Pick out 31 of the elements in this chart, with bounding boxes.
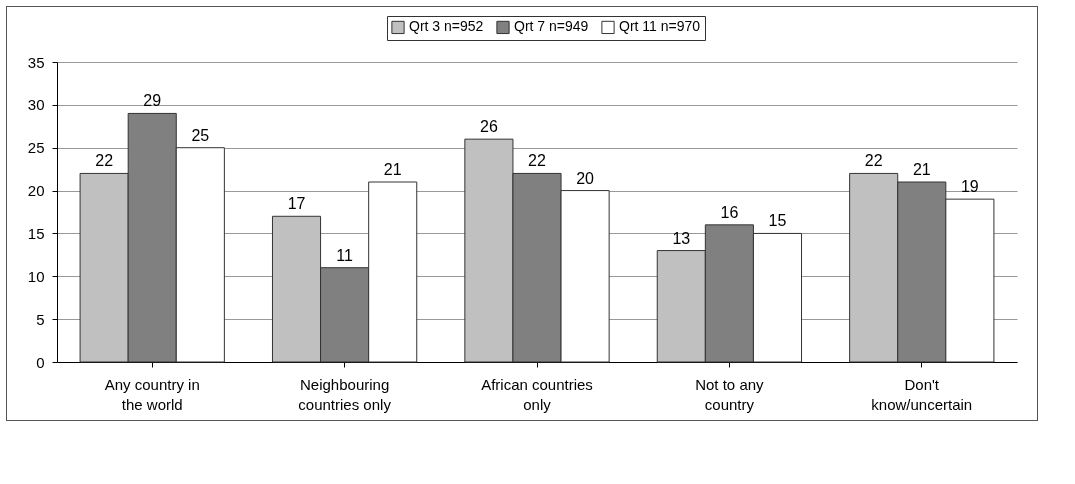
y-tick-label: 0 <box>36 353 45 371</box>
y-tick-label: 20 <box>27 182 45 200</box>
data-label: 15 <box>768 212 787 230</box>
data-label: 26 <box>480 118 498 136</box>
data-label: 25 <box>191 126 210 144</box>
data-label: 17 <box>287 195 306 213</box>
legend-label: Qrt 11 n=970 <box>619 18 701 35</box>
y-tick-label: 35 <box>27 53 45 71</box>
data-label: 13 <box>672 229 691 247</box>
y-tick-label: 10 <box>27 267 45 285</box>
data-label: 22 <box>528 152 546 170</box>
x-tick-label: African countries only <box>481 375 593 413</box>
x-tick-label: Don't know/uncertain <box>871 375 973 413</box>
data-label: 11 <box>336 246 354 264</box>
data-label: 22 <box>95 152 114 170</box>
y-tick-label: 15 <box>27 224 45 242</box>
data-label: 21 <box>912 161 931 178</box>
y-tick-label: 5 <box>36 310 45 328</box>
data-label: 20 <box>576 169 595 187</box>
x-tick-label: Neighbouring countries only <box>298 375 392 413</box>
x-tick-label: Any country in the world <box>104 375 200 413</box>
legend-label: Qrt 3 n=952 <box>409 18 484 35</box>
legend-label: Qrt 7 n=949 <box>514 18 589 35</box>
data-label: 19 <box>960 178 979 196</box>
data-label: 22 <box>864 152 883 170</box>
data-label: 16 <box>720 203 739 221</box>
data-label: 29 <box>143 92 162 110</box>
y-tick-label: 30 <box>27 96 45 114</box>
y-tick-label: 25 <box>27 139 45 157</box>
x-tick-label: Not to any country <box>695 375 765 413</box>
data-label: 21 <box>383 161 402 178</box>
